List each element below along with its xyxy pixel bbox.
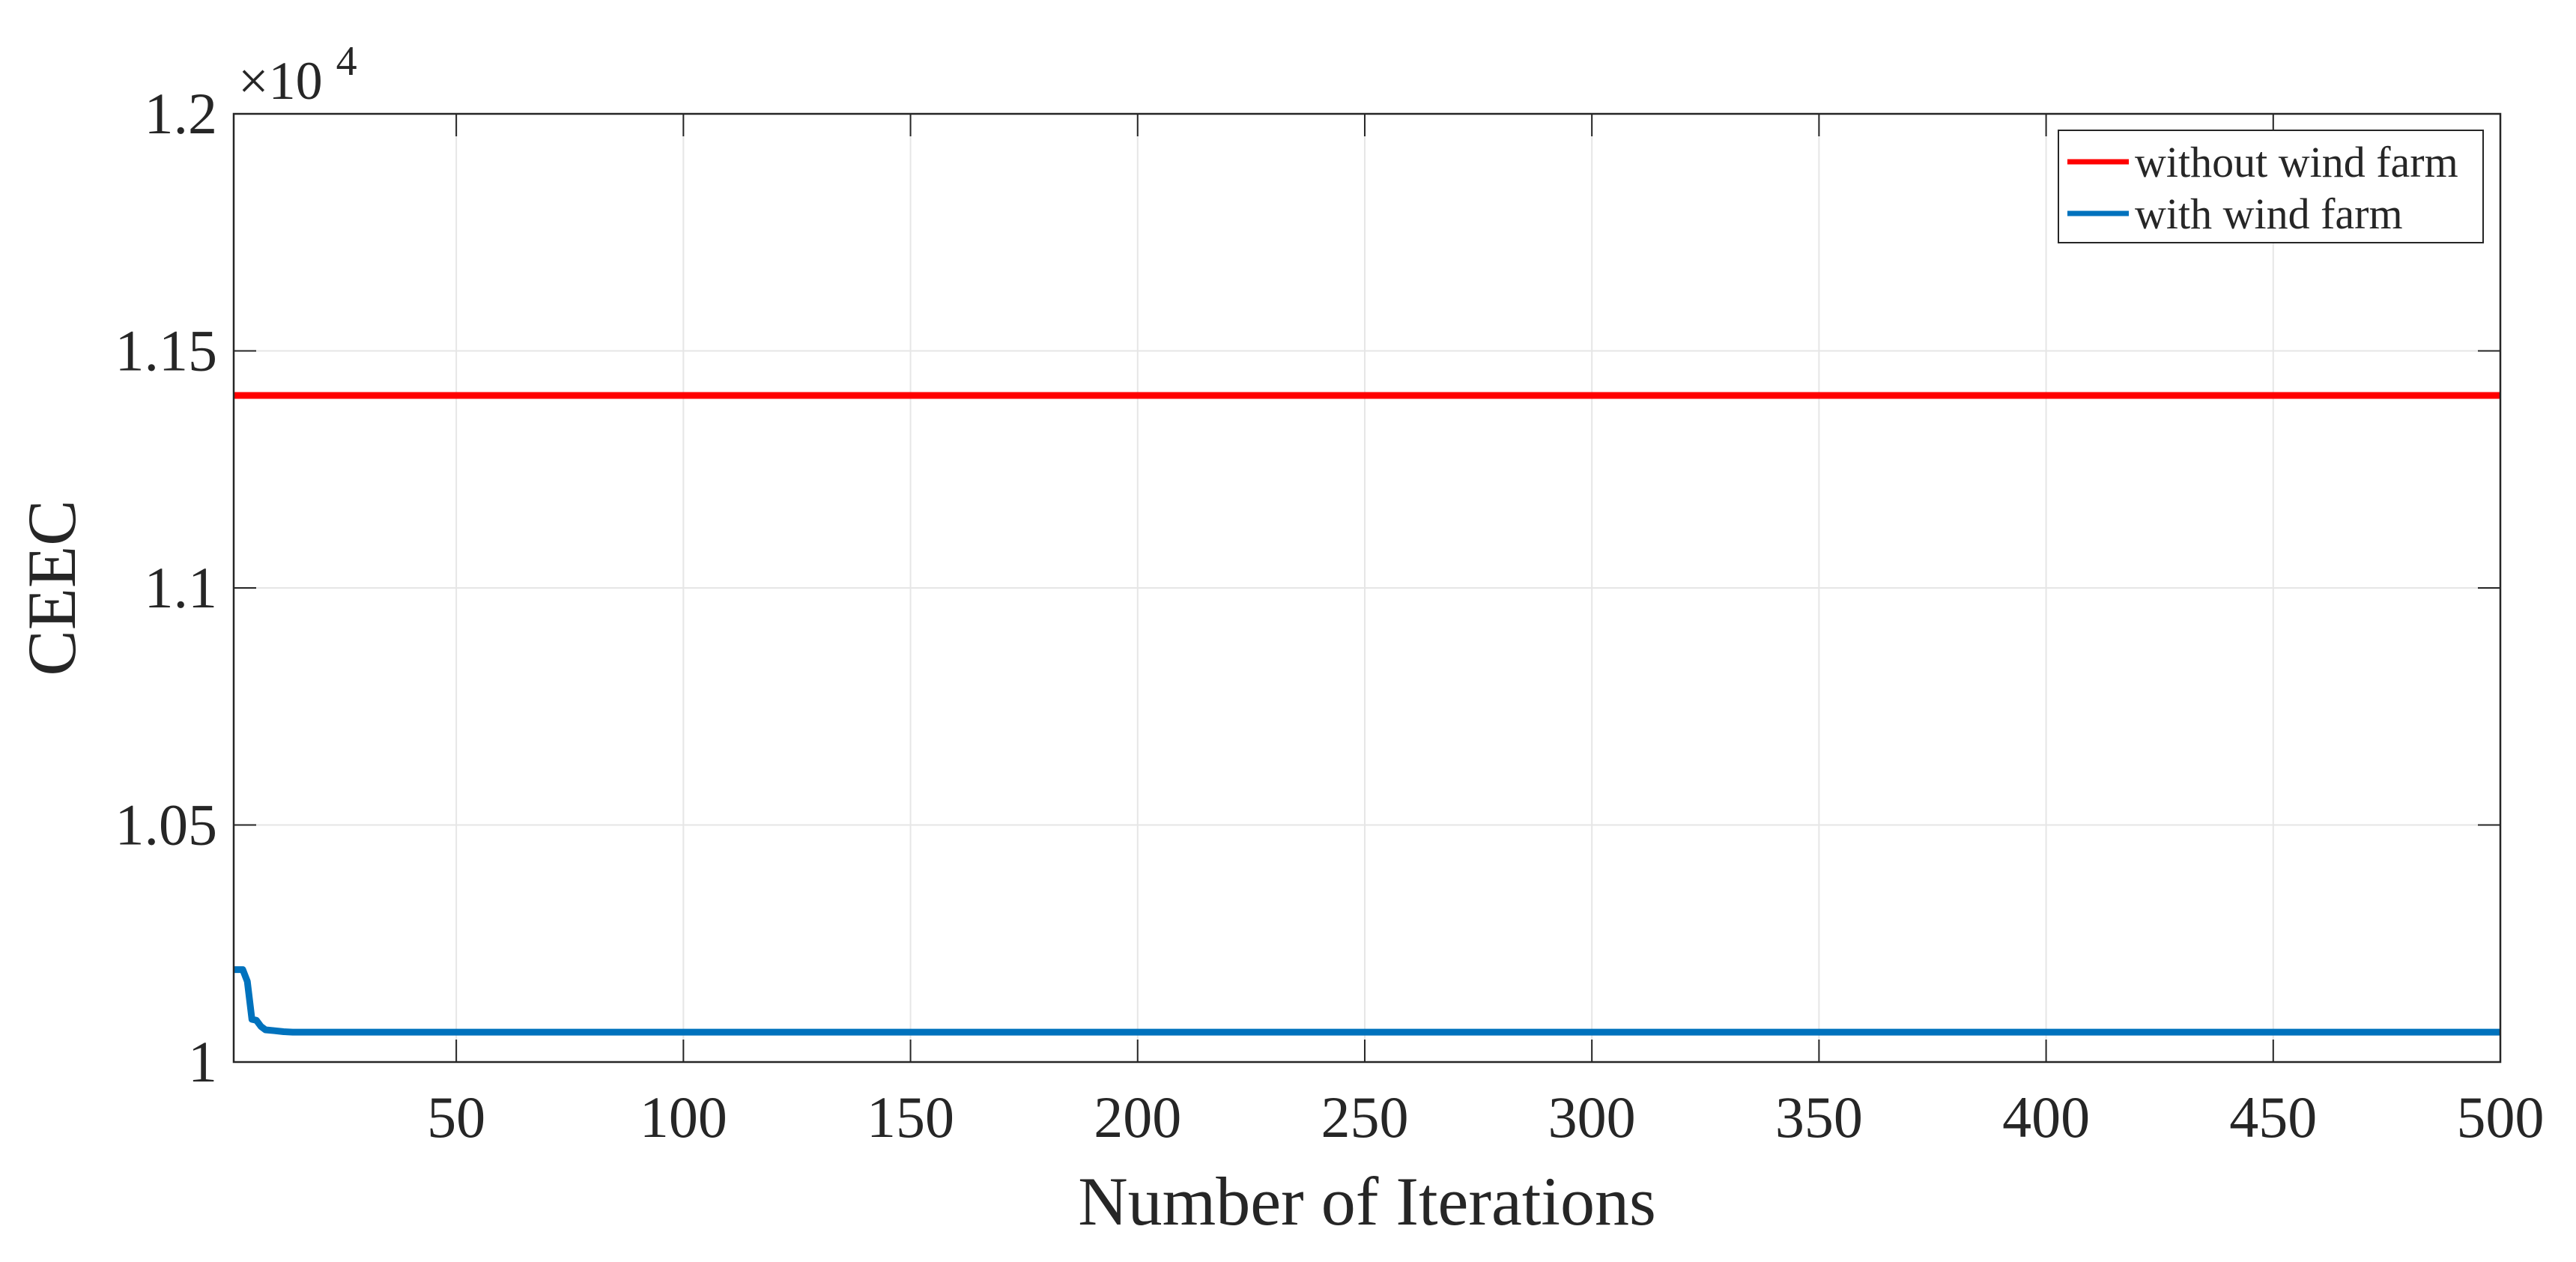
y-multiplier: ×10 4 bbox=[238, 38, 357, 111]
x-tick-label: 150 bbox=[867, 1084, 954, 1150]
legend-label-with-wind-farm: with wind farm bbox=[2135, 189, 2403, 238]
legend-label-without-wind-farm: without wind farm bbox=[2135, 138, 2458, 186]
y-tick-label: 1.05 bbox=[115, 792, 218, 858]
series-lines bbox=[234, 392, 2500, 1036]
x-axis-label: Number of Iterations bbox=[1078, 1163, 1656, 1240]
y-tick-label: 1.1 bbox=[145, 555, 218, 620]
x-tick-label: 50 bbox=[427, 1084, 485, 1150]
x-tick-label: 300 bbox=[1548, 1084, 1636, 1150]
x-tick-label: 100 bbox=[640, 1084, 727, 1150]
legend: without wind farm with wind farm bbox=[2058, 130, 2484, 243]
y-tick-label: 1 bbox=[188, 1029, 217, 1094]
y-tick-label: 1.2 bbox=[145, 81, 218, 146]
ticks bbox=[234, 113, 2501, 1063]
tick-labels: 50 100 150 200 250 300 350 400 450 500 1 1.05 1.1 1.1… bbox=[115, 81, 2545, 1150]
y-axis-label: CEEC bbox=[13, 500, 90, 676]
y-multiplier-base: ×10 bbox=[238, 51, 323, 111]
x-tick-label: 400 bbox=[2002, 1084, 2090, 1150]
x-tick-label: 450 bbox=[2229, 1084, 2317, 1150]
series-line-with-wind-farm bbox=[234, 966, 2500, 1036]
y-multiplier-exponent: 4 bbox=[336, 38, 357, 85]
x-tick-label: 200 bbox=[1094, 1084, 1181, 1150]
x-tick-label: 500 bbox=[2457, 1084, 2545, 1150]
legend-box bbox=[2058, 130, 2484, 243]
x-tick-label: 250 bbox=[1321, 1084, 1408, 1150]
y-tick-label: 1.15 bbox=[115, 318, 218, 383]
x-tick-label: 350 bbox=[1775, 1084, 1863, 1150]
